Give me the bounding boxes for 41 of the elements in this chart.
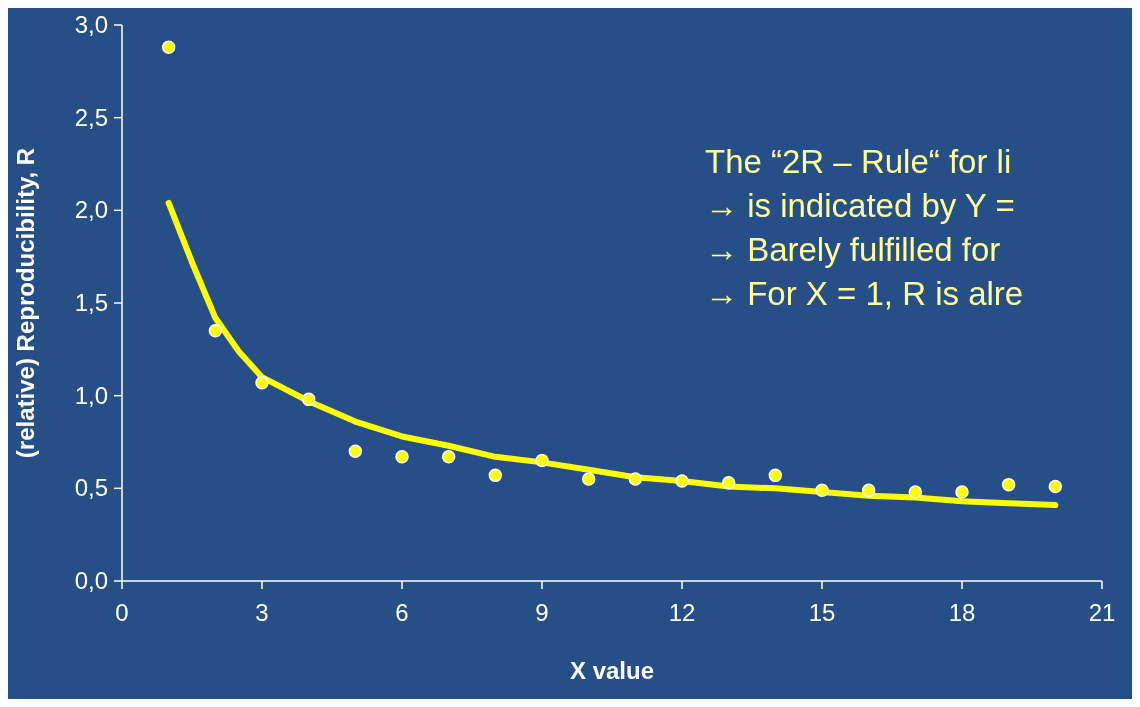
- point: [255, 375, 269, 390]
- point: [721, 476, 736, 490]
- point: [395, 450, 409, 464]
- point: [675, 474, 689, 488]
- x-tick-label: 6: [395, 599, 409, 626]
- point: [955, 485, 969, 499]
- point: [1048, 479, 1063, 494]
- annotation: → is indicated by Y =: [705, 187, 1015, 224]
- point: [581, 472, 596, 486]
- y-tick-label: 0,5: [74, 474, 108, 502]
- point: [441, 450, 456, 464]
- x-tick-label: 9: [535, 599, 549, 626]
- point: [161, 40, 176, 54]
- x-axis-title: X value: [569, 657, 655, 684]
- y-tick-label: 2,0: [74, 196, 108, 224]
- y-tick-label: 1,5: [74, 289, 108, 316]
- x-tick-label: 12: [668, 599, 696, 626]
- x-tick-label: 15: [808, 599, 836, 626]
- point: [861, 483, 876, 497]
- y-tick-label: 0,0: [74, 567, 108, 594]
- y-tick-label: 3,0: [74, 11, 108, 38]
- point: [908, 485, 923, 499]
- point: [535, 453, 549, 468]
- y-axis-title: (relative) Reproducibility, R: [12, 147, 39, 459]
- point: [348, 444, 363, 459]
- point: [768, 468, 783, 483]
- point: [628, 472, 643, 486]
- point: [1001, 477, 1016, 492]
- annotation: → For X = 1, R is alre: [705, 275, 1024, 312]
- annotation: The “2R – Rule“ for li: [705, 143, 1012, 180]
- y-tick-label: 2,5: [74, 103, 108, 131]
- x-tick-label: 21: [1088, 599, 1116, 626]
- point: [208, 324, 223, 338]
- annotation: → Barely fulfilled for: [705, 231, 1001, 268]
- x-tick-label: 18: [948, 599, 976, 626]
- point: [301, 392, 316, 407]
- y-tick-label: 1,0: [74, 381, 108, 409]
- point: [815, 483, 829, 497]
- point: [488, 468, 503, 483]
- x-tick-label: 0: [115, 599, 129, 626]
- x-tick-label: 3: [255, 599, 269, 626]
